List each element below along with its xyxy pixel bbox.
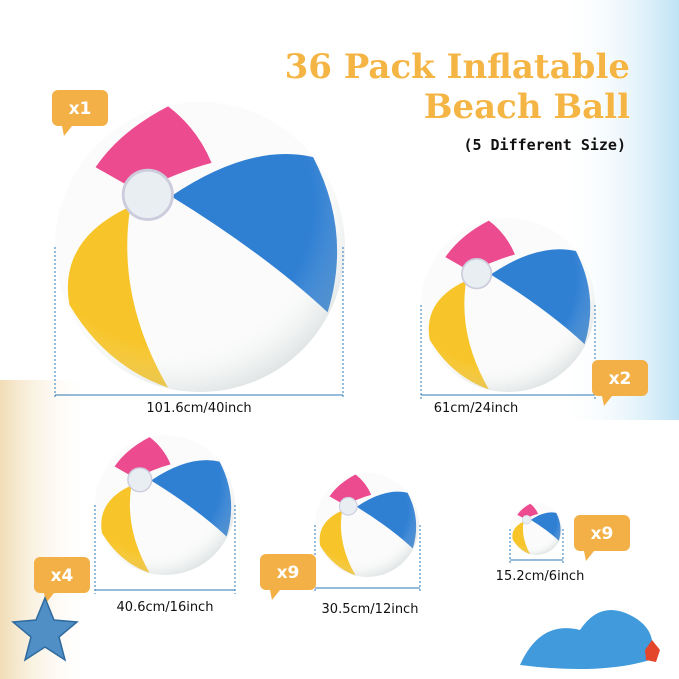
count-badge (52, 90, 108, 136)
size-label: 30.5cm/12inch (322, 602, 419, 617)
count-label: x4 (51, 566, 74, 586)
count-badge (592, 360, 648, 406)
balls: 101.6cm/40inch x1 61cm/24inch x2 40.6cm/16in… (34, 90, 648, 617)
count-badge (34, 557, 90, 603)
beach-ball (95, 435, 235, 575)
size-label: 61cm/24inch (434, 401, 519, 416)
water-splash (520, 610, 660, 669)
subtitle: (5 Different Size) (463, 136, 626, 154)
beach-ball (55, 102, 345, 392)
title-line: Beach Ball (424, 87, 630, 127)
beach-ball (315, 473, 419, 577)
count-label: x1 (69, 99, 92, 119)
count-label: x9 (591, 524, 614, 544)
count-label: x2 (609, 369, 632, 389)
beach-ball (510, 503, 562, 555)
size-label: 101.6cm/40inch (146, 401, 251, 416)
count-badge (260, 554, 316, 600)
count-badge (574, 515, 630, 561)
starfish (11, 596, 79, 662)
beach-ball (421, 218, 595, 392)
size-label: 15.2cm/6inch (496, 569, 585, 584)
count-label: x9 (277, 563, 300, 583)
size-label: 40.6cm/16inch (117, 600, 214, 615)
title-line: 36 Pack Inflatable (285, 47, 630, 87)
